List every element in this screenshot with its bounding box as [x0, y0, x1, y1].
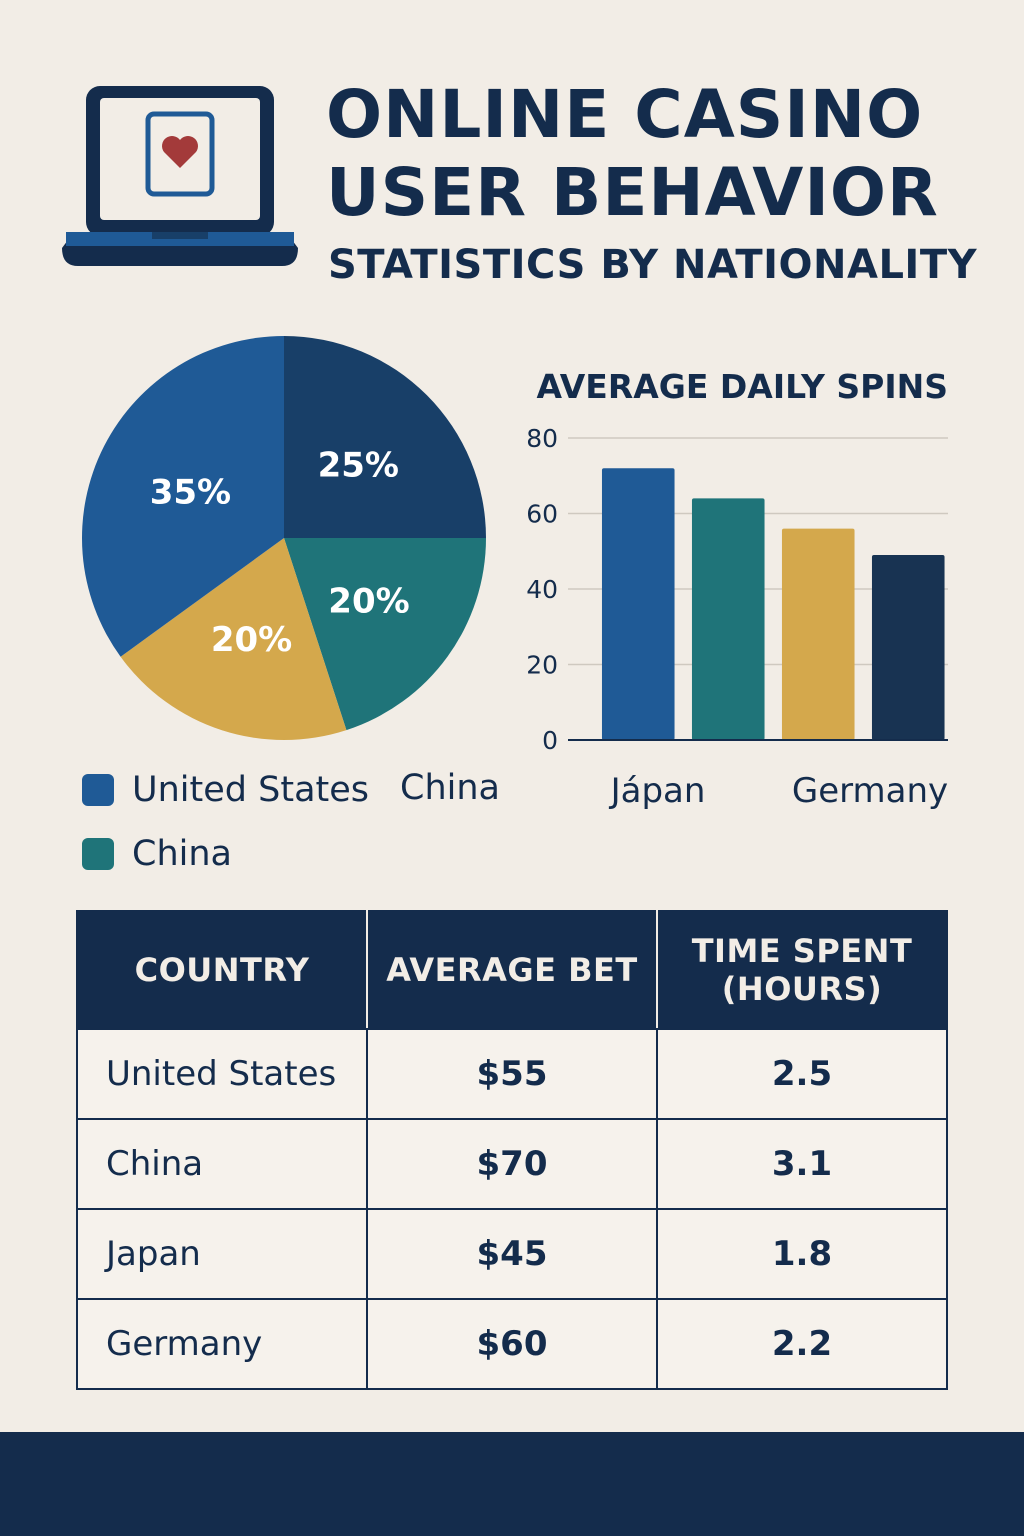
cell-country: China [76, 1118, 368, 1210]
table-header-row: COUNTRY AVERAGE BET TIME SPENT (HOURS) [76, 910, 948, 1030]
header-country: COUNTRY [76, 910, 368, 1030]
pie-slice-label: 20% [328, 582, 409, 622]
pie-slice-label: 35% [150, 472, 231, 512]
page-subtitle: STATISTICS BY NATIONALITY [328, 242, 978, 288]
legend-swatch [82, 838, 114, 870]
bar [871, 555, 945, 740]
header-average-bet: AVERAGE BET [366, 910, 658, 1030]
cell-average-bet: $70 [366, 1118, 658, 1210]
y-tick-label: 0 [542, 726, 558, 755]
y-tick-label: 20 [526, 651, 558, 680]
cell-time-spent: 3.1 [656, 1118, 948, 1210]
header-time-spent: TIME SPENT (HOURS) [656, 910, 948, 1030]
header: ONLINE CASINO USER BEHAVIOR STATISTICS B… [0, 0, 1024, 320]
x-tick-label: Germany [792, 771, 948, 811]
table-row: China $70 3.1 [76, 1118, 948, 1210]
cell-time-spent: 2.5 [656, 1028, 948, 1120]
pie-slice [82, 336, 284, 657]
x-tick-label: Jápan [609, 771, 706, 811]
cell-average-bet: $60 [366, 1298, 658, 1390]
cell-average-bet: $55 [366, 1028, 658, 1120]
legend-swatch [82, 774, 114, 806]
y-tick-label: 80 [526, 424, 558, 453]
cell-time-spent: 2.2 [656, 1298, 948, 1390]
table-row: Japan $45 1.8 [76, 1208, 948, 1300]
heart-card-icon [145, 111, 215, 197]
page-title-line-1: ONLINE CASINO [326, 76, 924, 153]
pie-slice [284, 538, 486, 731]
stats-table: COUNTRY AVERAGE BET TIME SPENT (HOURS) U… [76, 910, 948, 1390]
bar [601, 468, 675, 740]
bar [691, 498, 765, 740]
cell-country: Germany [76, 1298, 368, 1390]
y-tick-label: 60 [526, 500, 558, 529]
pie-slice-label: 25% [318, 446, 399, 486]
table-row: United States $55 2.5 [76, 1028, 948, 1120]
cell-average-bet: $45 [366, 1208, 658, 1300]
pie-chart: 25% 20% 20% 35% [82, 336, 486, 740]
bar-chart: AVERAGE DAILY SPINS 0 20 40 60 80 Jápan German… [526, 367, 948, 811]
legend-item-china: China [82, 834, 232, 874]
legend-label-extra: China [400, 768, 500, 808]
laptop-icon [62, 86, 298, 266]
legend-label: United States [132, 770, 370, 810]
legend-label: China [132, 834, 232, 874]
table-row: Germany $60 2.2 [76, 1298, 948, 1390]
legend-item-united-states: United States [82, 770, 369, 810]
pie-slice-label: 20% [211, 620, 292, 660]
cell-country: United States [76, 1028, 368, 1120]
cell-time-spent: 1.8 [656, 1208, 948, 1300]
pie-slice [284, 336, 486, 538]
page-title-line-2: USER BEHAVIOR [326, 154, 939, 231]
pie-slice [120, 538, 347, 740]
footer-bar [0, 1432, 1024, 1536]
cell-country: Japan [76, 1208, 368, 1300]
bar [781, 528, 855, 740]
y-tick-label: 40 [526, 575, 558, 604]
bar-chart-title: AVERAGE DAILY SPINS [536, 367, 948, 406]
